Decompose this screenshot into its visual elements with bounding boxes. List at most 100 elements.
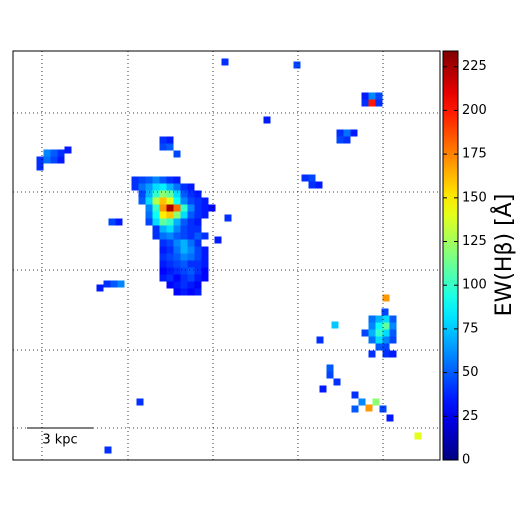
pixel (414, 432, 422, 440)
colorbar-tick-label: 50 (462, 365, 479, 380)
pixel (382, 294, 390, 302)
pixel (173, 176, 181, 184)
pixel (187, 239, 195, 247)
pixel (375, 329, 383, 337)
scale-bar-label: 3 kpc (42, 433, 77, 448)
pixel (43, 156, 51, 164)
pixel (368, 315, 376, 323)
pixel (194, 218, 202, 226)
pixel (368, 350, 376, 358)
pixel (368, 322, 376, 330)
pixel (194, 288, 202, 296)
pixel (166, 204, 174, 212)
pixel (351, 405, 359, 413)
pixel (208, 204, 216, 212)
pixel (180, 274, 188, 282)
pixel (159, 136, 167, 144)
colorbar-label: EW(Hβ) [Å] (490, 194, 517, 317)
pixel (166, 136, 174, 144)
pixel (57, 156, 65, 164)
pixel (315, 181, 323, 189)
colorbar-tick-label: 0 (462, 453, 470, 468)
pixel (166, 239, 174, 247)
pixel (194, 260, 202, 268)
pixel (382, 336, 390, 344)
pixel (379, 405, 387, 413)
pixel (180, 197, 188, 205)
pixel (187, 225, 195, 233)
pixel (180, 267, 188, 275)
pixel (180, 239, 188, 247)
pixel (173, 183, 181, 191)
pixel (131, 183, 139, 191)
pixel (386, 414, 394, 422)
pixel (138, 197, 146, 205)
pixel (36, 163, 44, 171)
pixel (365, 404, 373, 412)
pixel (166, 211, 174, 219)
colorbar-tick-label: 175 (462, 147, 487, 162)
pixel (368, 92, 376, 100)
pixel (375, 92, 383, 100)
pixel (375, 336, 383, 344)
pixel (145, 218, 153, 226)
pixel (159, 218, 167, 226)
pixel (36, 156, 44, 164)
pixel (187, 204, 195, 212)
pixel (194, 253, 202, 261)
pixel (110, 280, 118, 288)
pixel (152, 225, 160, 233)
pixel (331, 321, 339, 329)
pixel (50, 156, 58, 164)
pixel (166, 197, 174, 205)
pixel (194, 239, 202, 247)
pixel (333, 378, 341, 386)
pixel (152, 190, 160, 198)
pixel (214, 236, 222, 244)
pixel (180, 183, 188, 191)
pixel (201, 211, 209, 219)
pixel (159, 176, 167, 184)
pixel (389, 315, 397, 323)
pixel (152, 204, 160, 212)
pixel (159, 225, 167, 233)
pixel (201, 274, 209, 282)
pixel (336, 129, 344, 137)
pixel (201, 232, 209, 240)
colorbar-tick-label: 75 (462, 321, 479, 336)
pixel (201, 197, 209, 205)
pixel (194, 281, 202, 289)
pixel (194, 190, 202, 198)
pixel (173, 204, 181, 212)
pixel (117, 280, 125, 288)
pixel (166, 267, 174, 275)
pixel (159, 274, 167, 282)
pixel (389, 350, 397, 358)
pixel (308, 174, 316, 182)
pixel (343, 129, 351, 137)
pixel (381, 308, 389, 316)
pixel (145, 176, 153, 184)
pixel (145, 204, 153, 212)
pixel (131, 176, 139, 184)
pixel (187, 267, 195, 275)
pixel (173, 197, 181, 205)
pixel (180, 204, 188, 212)
pixel (50, 149, 58, 157)
pixel (194, 211, 202, 219)
pixel (187, 190, 195, 198)
pixel (166, 260, 174, 268)
pixel (159, 239, 167, 247)
pixel (104, 446, 112, 454)
colorbar-tick-label: 225 (462, 59, 487, 74)
colorbar-tick-label: 200 (462, 103, 487, 118)
pixel (173, 260, 181, 268)
pixel (180, 281, 188, 289)
pixel (221, 58, 229, 66)
pixel (201, 204, 209, 212)
pixel (382, 350, 390, 358)
pixel (382, 343, 390, 351)
pixel (108, 218, 116, 226)
pixel (194, 204, 202, 212)
